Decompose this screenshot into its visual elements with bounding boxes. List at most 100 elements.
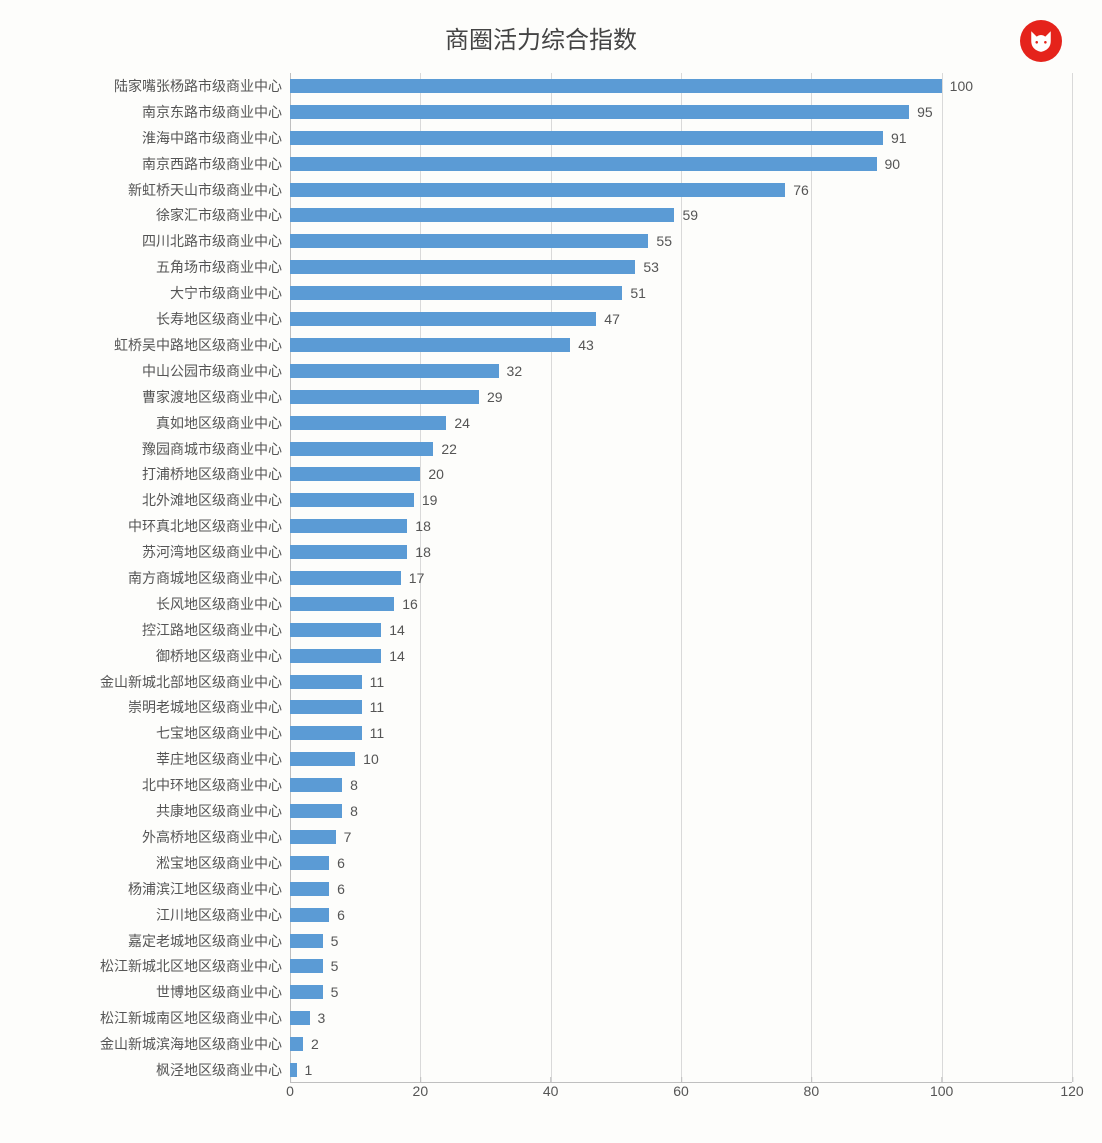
category-label: 御桥地区级商业中心 bbox=[15, 649, 290, 663]
bar bbox=[290, 234, 648, 248]
category-label: 枫泾地区级商业中心 bbox=[15, 1063, 290, 1077]
bar bbox=[290, 545, 407, 559]
bar-row: 七宝地区级商业中心11 bbox=[290, 720, 1072, 746]
bar bbox=[290, 675, 362, 689]
bar bbox=[290, 726, 362, 740]
value-label: 5 bbox=[323, 934, 339, 948]
category-label: 淮海中路市级商业中心 bbox=[15, 131, 290, 145]
bar-row: 控江路地区级商业中心14 bbox=[290, 617, 1072, 643]
x-axis: 020406080100120 bbox=[290, 1083, 1072, 1113]
value-label: 18 bbox=[407, 545, 431, 559]
bar bbox=[290, 312, 596, 326]
category-label: 江川地区级商业中心 bbox=[15, 908, 290, 922]
bar-row: 淮海中路市级商业中心91 bbox=[290, 125, 1072, 151]
category-label: 陆家嘴张杨路市级商业中心 bbox=[15, 79, 290, 93]
bar bbox=[290, 778, 342, 792]
bar-row: 南京东路市级商业中心95 bbox=[290, 99, 1072, 125]
bar-row: 四川北路市级商业中心55 bbox=[290, 228, 1072, 254]
value-label: 20 bbox=[420, 467, 444, 481]
chart-container: 商圈活力综合指数 陆家嘴张杨路市级商业中心100南京东路市级商业中心95淮海中路… bbox=[10, 20, 1072, 1113]
value-label: 95 bbox=[909, 105, 933, 119]
bar bbox=[290, 519, 407, 533]
category-label: 虹桥吴中路地区级商业中心 bbox=[15, 338, 290, 352]
value-label: 11 bbox=[362, 675, 385, 689]
category-label: 北中环地区级商业中心 bbox=[15, 778, 290, 792]
bar-row: 苏河湾地区级商业中心18 bbox=[290, 539, 1072, 565]
value-label: 18 bbox=[407, 519, 431, 533]
bar bbox=[290, 442, 433, 456]
category-label: 新虹桥天山市级商业中心 bbox=[15, 183, 290, 197]
bar bbox=[290, 338, 570, 352]
category-label: 杨浦滨江地区级商业中心 bbox=[15, 882, 290, 896]
bar-row: 长寿地区级商业中心47 bbox=[290, 306, 1072, 332]
bar bbox=[290, 752, 355, 766]
bar bbox=[290, 467, 420, 481]
bar bbox=[290, 882, 329, 896]
value-label: 91 bbox=[883, 131, 907, 145]
category-label: 真如地区级商业中心 bbox=[15, 416, 290, 430]
value-label: 6 bbox=[329, 882, 345, 896]
bar-row: 北中环地区级商业中心8 bbox=[290, 772, 1072, 798]
value-label: 100 bbox=[942, 79, 973, 93]
bar-row: 新虹桥天山市级商业中心76 bbox=[290, 177, 1072, 203]
value-label: 1 bbox=[297, 1063, 313, 1077]
category-label: 四川北路市级商业中心 bbox=[15, 234, 290, 248]
bar-row: 打浦桥地区级商业中心20 bbox=[290, 461, 1072, 487]
value-label: 90 bbox=[877, 157, 901, 171]
category-label: 金山新城北部地区级商业中心 bbox=[15, 675, 290, 689]
category-label: 控江路地区级商业中心 bbox=[15, 623, 290, 637]
category-label: 中环真北地区级商业中心 bbox=[15, 519, 290, 533]
category-label: 松江新城北区地区级商业中心 bbox=[15, 959, 290, 973]
value-label: 32 bbox=[499, 364, 523, 378]
x-tick-label: 60 bbox=[673, 1083, 689, 1099]
value-label: 14 bbox=[381, 623, 405, 637]
value-label: 47 bbox=[596, 312, 620, 326]
category-label: 打浦桥地区级商业中心 bbox=[15, 467, 290, 481]
bar bbox=[290, 571, 401, 585]
bar bbox=[290, 830, 336, 844]
brand-logo bbox=[1020, 20, 1062, 62]
value-label: 5 bbox=[323, 985, 339, 999]
value-label: 17 bbox=[401, 571, 425, 585]
bar-row: 长风地区级商业中心16 bbox=[290, 591, 1072, 617]
bar bbox=[290, 416, 446, 430]
bar-row: 曹家渡地区级商业中心29 bbox=[290, 384, 1072, 410]
bar-row: 崇明老城地区级商业中心11 bbox=[290, 695, 1072, 721]
value-label: 22 bbox=[433, 442, 457, 456]
value-label: 59 bbox=[674, 208, 698, 222]
x-tick-label: 120 bbox=[1060, 1083, 1083, 1099]
bar bbox=[290, 597, 394, 611]
bar-row: 南方商城地区级商业中心17 bbox=[290, 565, 1072, 591]
value-label: 16 bbox=[394, 597, 418, 611]
bar bbox=[290, 79, 942, 93]
bar-row: 北外滩地区级商业中心19 bbox=[290, 487, 1072, 513]
bar-row: 嘉定老城地区级商业中心5 bbox=[290, 928, 1072, 954]
bar-row: 淞宝地区级商业中心6 bbox=[290, 850, 1072, 876]
bar-row: 松江新城南区地区级商业中心3 bbox=[290, 1005, 1072, 1031]
value-label: 6 bbox=[329, 908, 345, 922]
bar bbox=[290, 157, 877, 171]
value-label: 3 bbox=[310, 1011, 326, 1025]
bar bbox=[290, 286, 622, 300]
value-label: 53 bbox=[635, 260, 659, 274]
value-label: 11 bbox=[362, 726, 385, 740]
value-label: 11 bbox=[362, 700, 385, 714]
bar bbox=[290, 856, 329, 870]
category-label: 七宝地区级商业中心 bbox=[15, 726, 290, 740]
bar bbox=[290, 105, 909, 119]
bar-row: 徐家汇市级商业中心59 bbox=[290, 202, 1072, 228]
bar bbox=[290, 959, 323, 973]
bar bbox=[290, 208, 674, 222]
value-label: 55 bbox=[648, 234, 672, 248]
value-label: 24 bbox=[446, 416, 470, 430]
category-label: 世博地区级商业中心 bbox=[15, 985, 290, 999]
bar bbox=[290, 649, 381, 663]
bar-row: 金山新城滨海地区级商业中心2 bbox=[290, 1031, 1072, 1057]
category-label: 徐家汇市级商业中心 bbox=[15, 208, 290, 222]
category-label: 南京东路市级商业中心 bbox=[15, 105, 290, 119]
category-label: 崇明老城地区级商业中心 bbox=[15, 700, 290, 714]
category-label: 共康地区级商业中心 bbox=[15, 804, 290, 818]
value-label: 43 bbox=[570, 338, 594, 352]
bar bbox=[290, 131, 883, 145]
value-label: 8 bbox=[342, 778, 358, 792]
